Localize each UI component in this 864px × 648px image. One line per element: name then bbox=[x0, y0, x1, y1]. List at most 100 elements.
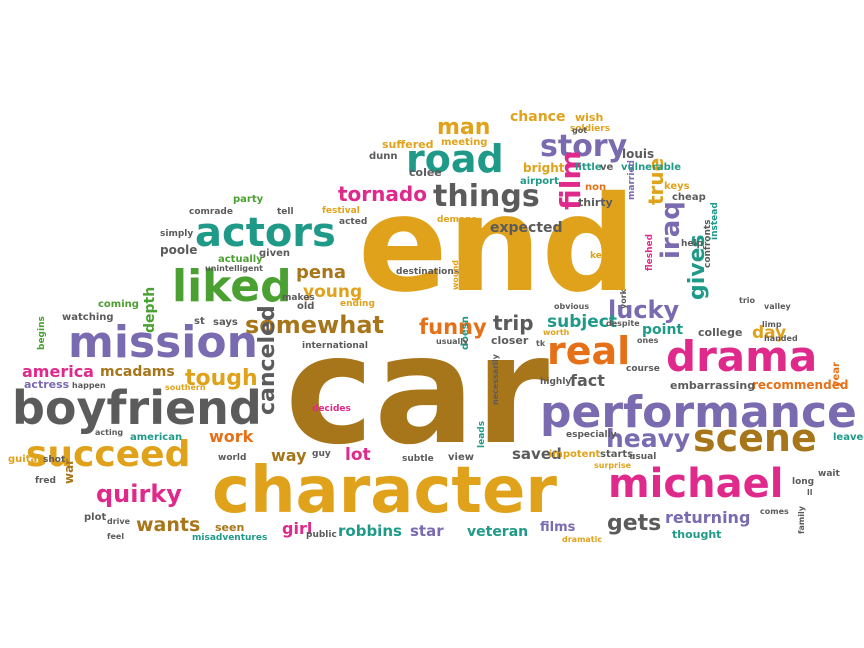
word-star: star bbox=[410, 522, 444, 540]
word-wound: wound bbox=[451, 260, 460, 290]
word-keeps: keeps bbox=[590, 251, 620, 261]
word-college: college bbox=[698, 326, 742, 339]
word-tk: tk bbox=[536, 339, 546, 348]
word-keys: keys bbox=[664, 181, 690, 192]
word-war: war bbox=[62, 459, 76, 484]
word-got: got bbox=[572, 126, 587, 135]
word-course: course bbox=[626, 364, 660, 374]
word-subject: subject bbox=[547, 312, 617, 332]
word-wants: wants bbox=[136, 514, 200, 536]
word-vulnerable: vulnerable bbox=[621, 162, 681, 173]
word-valley: valley bbox=[764, 302, 792, 311]
word-unintelligent: unintelligent bbox=[205, 264, 263, 273]
word-girl: girl bbox=[282, 519, 312, 538]
word-mission: mission bbox=[68, 317, 258, 368]
word-work: work bbox=[209, 427, 254, 446]
word-quirky: quirky bbox=[96, 480, 182, 508]
word-thirty: thirty bbox=[578, 196, 613, 209]
word-veteran: veteran bbox=[467, 524, 528, 540]
word-day: day bbox=[752, 323, 786, 343]
word-succeed: succeed bbox=[26, 434, 190, 475]
word-international: international bbox=[302, 341, 368, 351]
word-simply: simply bbox=[160, 229, 193, 239]
word-acted: acted bbox=[339, 217, 367, 227]
word-seen: seen bbox=[215, 521, 244, 534]
word-chance: chance bbox=[510, 109, 565, 125]
word-married: married bbox=[627, 160, 637, 200]
word-fred: fred bbox=[35, 476, 56, 486]
word-thought: thought bbox=[672, 528, 721, 541]
word-actually: actually bbox=[218, 254, 263, 265]
word-character: character bbox=[212, 454, 557, 528]
word-meeting: meeting bbox=[441, 137, 487, 148]
word-ones: ones bbox=[637, 336, 659, 345]
word-trip: trip bbox=[493, 311, 534, 335]
word-closer: closer bbox=[491, 334, 529, 347]
word-drama: drama bbox=[666, 332, 817, 381]
word-surprise: surprise bbox=[594, 461, 632, 470]
word-tornado: tornado bbox=[338, 182, 427, 206]
word-starts: starts bbox=[600, 449, 633, 460]
word-confronts: confronts bbox=[703, 219, 713, 268]
word-destinations: destinations bbox=[396, 267, 459, 277]
word-usual: usual bbox=[629, 452, 656, 462]
word-says: says bbox=[213, 317, 238, 328]
word-performance: performance bbox=[540, 387, 857, 438]
word-usually: usually bbox=[436, 337, 469, 346]
word-trio: trio bbox=[739, 296, 756, 305]
word-public: public bbox=[306, 530, 337, 540]
word-mcadams: mcadams bbox=[100, 364, 175, 380]
word-ve: ve bbox=[600, 162, 614, 173]
word-man: man bbox=[437, 115, 490, 140]
word-demons: demons bbox=[437, 215, 477, 225]
word-view: view bbox=[448, 452, 474, 463]
word-leads: leads bbox=[477, 421, 487, 448]
word-lucky: lucky bbox=[608, 296, 680, 324]
word-saved: saved bbox=[512, 445, 562, 463]
word-soldiers: soldiers bbox=[570, 124, 610, 134]
word-wish: wish bbox=[575, 111, 603, 124]
word-begins: begins bbox=[37, 316, 47, 350]
word-poole: poole bbox=[160, 243, 197, 257]
word-worth: worth bbox=[543, 328, 570, 337]
word-things: things bbox=[433, 179, 540, 214]
word-true: true bbox=[644, 158, 668, 205]
word-york: york bbox=[619, 288, 628, 309]
word-end: end bbox=[358, 168, 636, 322]
word-makes: makes bbox=[282, 293, 315, 303]
word-funny: funny bbox=[419, 315, 487, 339]
word-iraq: iraq bbox=[656, 201, 686, 259]
word-little: little bbox=[575, 162, 602, 173]
word-happen: happen bbox=[72, 381, 106, 390]
word-pena: pena bbox=[296, 262, 346, 283]
word-especially: especially bbox=[566, 430, 617, 440]
word-leave: leave bbox=[833, 432, 863, 443]
word-films: films bbox=[540, 520, 576, 535]
word-party: party bbox=[233, 194, 264, 205]
word-ending: ending bbox=[340, 299, 375, 309]
word-actress: actress bbox=[24, 378, 70, 391]
word-young: young bbox=[303, 282, 362, 302]
word-fact: fact bbox=[570, 371, 605, 390]
word-recommended: recommended bbox=[752, 378, 848, 392]
word-limp: limp bbox=[762, 320, 782, 329]
word-story: story bbox=[540, 129, 628, 164]
word-tell: tell bbox=[277, 207, 294, 217]
word-ll: ll bbox=[807, 488, 813, 497]
word-film: film bbox=[554, 150, 587, 210]
word-airport: airport bbox=[520, 176, 559, 187]
word-canceled: canceled bbox=[255, 305, 280, 415]
word-expected: expected bbox=[490, 220, 563, 236]
word-guitar: guitar bbox=[8, 454, 42, 465]
word-subtle: subtle bbox=[402, 454, 434, 464]
word-family: family bbox=[797, 505, 806, 534]
word-gets: gets bbox=[607, 511, 661, 536]
word-given: given bbox=[259, 248, 290, 259]
word-real: real bbox=[547, 329, 630, 373]
word-fleshed: fleshed bbox=[645, 234, 655, 271]
word-returning: returning bbox=[665, 508, 750, 527]
word-liked: liked bbox=[172, 261, 292, 312]
word-wait: wait bbox=[818, 469, 840, 479]
word-acting: acting bbox=[95, 428, 123, 437]
